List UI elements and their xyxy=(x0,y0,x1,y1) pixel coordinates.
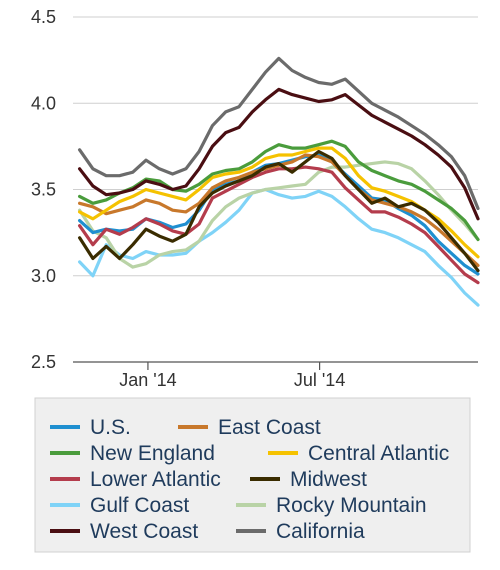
series-line-gulf-coast xyxy=(77,187,480,307)
legend-label: Midwest xyxy=(290,468,367,491)
legend-label: East Coast xyxy=(218,416,321,439)
series-line-midwest xyxy=(77,149,480,273)
y-gridlines xyxy=(73,16,478,277)
y-tick-label: 2.5 xyxy=(31,352,56,372)
series-line-california xyxy=(77,56,480,211)
series-line-central-atlantic xyxy=(77,146,480,259)
x-tick-label: Jul '14 xyxy=(294,370,345,390)
series-line-rocky-mountain xyxy=(77,160,480,269)
legend-label: Gulf Coast xyxy=(90,494,189,517)
x-axis-ticks: Jan '14 Jul '14 xyxy=(119,362,345,390)
legend-label: Lower Atlantic xyxy=(90,468,221,491)
y-axis-tick-labels: 2.5 3.0 3.5 4.0 4.5 xyxy=(31,7,56,372)
y-tick-label: 4.5 xyxy=(31,7,56,27)
legend-label: Central Atlantic xyxy=(308,442,449,465)
legend-label: Rocky Mountain xyxy=(276,494,427,517)
legend-box xyxy=(34,397,471,553)
legend-label: West Coast xyxy=(90,520,198,543)
series-line-lower-atlantic xyxy=(77,165,480,285)
legend-label: New England xyxy=(90,442,215,465)
series-line-new-england xyxy=(77,139,480,242)
legend-label: California xyxy=(276,520,365,543)
y-tick-label: 3.0 xyxy=(31,266,56,286)
legend-label: U.S. xyxy=(90,416,131,439)
series-line-west-coast xyxy=(77,87,480,221)
series-lines xyxy=(77,56,480,307)
x-tick-label: Jan '14 xyxy=(119,370,176,390)
y-tick-label: 3.5 xyxy=(31,180,56,200)
y-tick-label: 4.0 xyxy=(31,93,56,113)
